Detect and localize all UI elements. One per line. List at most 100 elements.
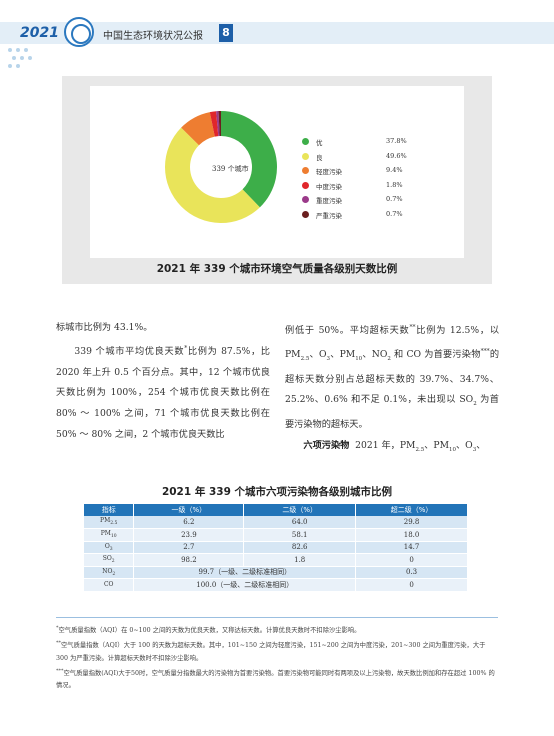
column-header: 一级（%） [133,504,245,516]
text-run: 、PM [329,348,356,360]
legend-label: 优 [316,139,323,147]
text-run: 2021 年，PM [355,439,416,451]
legend-item: 良 49.6% [302,151,432,166]
subscript: 10 [448,446,456,453]
figure-caption: 2021 年 339 个城市环境空气质量各级别天数比例 [156,263,398,275]
table-cell: 23.9 [133,528,245,542]
table-cell: 6.2 [133,516,245,529]
text-run: 、NO [362,348,388,360]
table-cell-indicator: PM10 [84,528,135,542]
subscript: 3 [326,355,330,362]
legend-value: 49.6% [386,151,407,160]
footnote-marker: ** [56,640,61,647]
text-run: 的超标天数分别占总超标天数的 39.7%、34.7%、25.2%、0.6% 和不… [285,348,500,406]
text-run: 、O [309,348,327,360]
text-run: 339 个城市平均优良天数 [74,345,185,357]
table-cell: 99.7（一级、二级标准相同） [133,566,357,579]
header-year: 2021 [20,25,59,41]
legend-swatch [302,196,309,203]
pie-slice-0 [221,111,277,208]
footnote-text: 空气质量指数（AQI）大于 100 的天数为超标天数。其中，101~150 之间… [56,642,486,662]
footnote-marker: * [184,344,188,352]
footnote: ***空气质量指数(AQI)大于50时，空气质量分指数最大的污染物为首要污染物。… [56,665,498,693]
footnote-marker: * [56,625,59,631]
chart-legend: 优 37.8% 良 49.6% 轻度污染 9.4% 中度污染 1.8% 重度污染 0.7% 严重污染… [302,136,432,223]
table-cell: 0.3 [355,566,468,579]
paragraph: 339 个城市平均优良天数*比例为 87.5%，比 2020 年上升 0.5 个… [56,339,270,446]
table-row: O3 2.7 82.6 14.7 [84,541,468,554]
footnote-divider [56,617,498,618]
subscript: 2.5 [300,355,310,362]
donut-center-label: 339 个城市 [212,165,249,173]
pie-slice-4 [216,111,220,137]
table-cell-indicator: PM2.5 [84,516,135,529]
table-cell: 64.0 [243,516,357,529]
paragraph: 标城市比例为 43.1%。 [56,318,270,339]
subscript: 2 [387,355,391,362]
legend-item: 优 37.8% [302,136,432,151]
legend-swatch [302,138,309,145]
header-title: 中国生态环境状况公报 [103,31,203,42]
table-row: PM2.5 6.2 64.0 29.8 [84,516,468,529]
legend-item: 中度污染 1.8% [302,180,432,195]
chart-area: 339 个城市 优 37.8% 良 49.6% 轻度污染 9.4% 中度污染 1.8% 重度污染… [90,86,464,258]
table-row: PM10 23.9 58.1 18.0 [84,528,468,542]
text-run: 、 [476,439,486,451]
table-row: CO 100.0（一级、二级标准相同） 0 [84,578,468,592]
table-cell-indicator: CO [84,578,135,592]
legend-swatch [302,210,309,218]
table-cell-indicator: O3 [84,541,135,554]
donut-chart [164,111,277,224]
table-cell: 18.0 [355,528,468,542]
text-run: 标城市比例为 43.1%。 [56,322,153,333]
text-run: 为首要污染物的超标天。 [285,394,499,430]
page-number: 8 [219,24,233,42]
table-cell: 0 [355,553,468,567]
table-body: PM2.5 6.2 64.0 29.8 PM10 23.9 58.1 18.0 O3 2.7 82.… [84,516,468,592]
pie-slice-1 [164,127,260,224]
legend-swatch [302,152,309,160]
table-cell: 98.2 [133,553,245,567]
legend-swatch [302,181,309,189]
text-column-right: 例低于 50%。平均超标天数**比例为 12.5%，以 PM2.5、O3、PM1… [285,318,499,460]
text-run: 比例为 12.5%，以 PM [285,325,500,360]
paragraph: 例低于 50%。平均超标天数**比例为 12.5%，以 PM2.5、O3、PM1… [285,318,499,436]
footnote: **空气质量指数（AQI）大于 100 的天数为超标天数。其中，101~150 … [56,637,498,665]
table-cell: 1.8 [243,553,357,567]
table-cell: 100.0（一级、二级标准相同） [133,578,357,592]
table-title: 2021 年 339 个城市六项污染物各级别城市比例 [161,486,393,498]
legend-value: 0.7% [386,209,403,218]
pie-slice-3 [209,111,219,137]
header-band [0,22,554,44]
section-heading: 六项污染物 [303,439,350,451]
footnote-marker: *** [480,347,490,355]
column-header: 指标 [84,504,135,516]
footnotes: *空气质量指数（AQI）在 0~100 之间的天数为优良天数，又称达标天数。计算… [56,622,498,693]
table-cell: 2.7 [133,541,245,554]
legend-label: 中度污染 [316,182,342,191]
table-cell-indicator: SO2 [84,553,135,567]
legend-label: 良 [316,153,323,162]
column-header: 二级（%） [243,504,357,516]
legend-label: 重度污染 [316,197,342,205]
legend-value: 0.7% [386,195,403,203]
pollutant-table: 指标 一级（%） 二级（%） 超二级（%） PM2.5 6.2 64.0 29.8 PM… [84,504,468,592]
table-row: SO2 98.2 1.8 0 [84,553,468,567]
subscript: 3 [472,446,477,453]
figure-panel: 339 个城市 优 37.8% 良 49.6% 轻度污染 9.4% 中度污染 1.8% 重度污染… [62,76,492,284]
legend-label: 轻度污染 [316,168,342,176]
table-cell: 29.8 [355,516,468,529]
text-run: 和 CO 为首要污染物 [390,348,481,360]
subscript: 2.5 [415,446,425,453]
legend-value: 1.8% [386,180,403,189]
header-logo-icon [64,17,94,47]
legend-value: 37.8% [386,137,407,145]
footnote-text: 空气质量指数（AQI）在 0~100 之间的天数为优良天数，又称达标天数。计算优… [58,627,361,635]
table-cell: 82.6 [243,541,357,554]
text-run: 、O [455,439,473,451]
footnote-marker: ** [409,324,416,331]
table-header-row: 指标 一级（%） 二级（%） 超二级（%） [84,504,468,516]
legend-item: 严重污染 0.7% [302,209,432,224]
text-run: 、PM [424,439,449,451]
column-header: 超二级（%） [355,504,468,516]
